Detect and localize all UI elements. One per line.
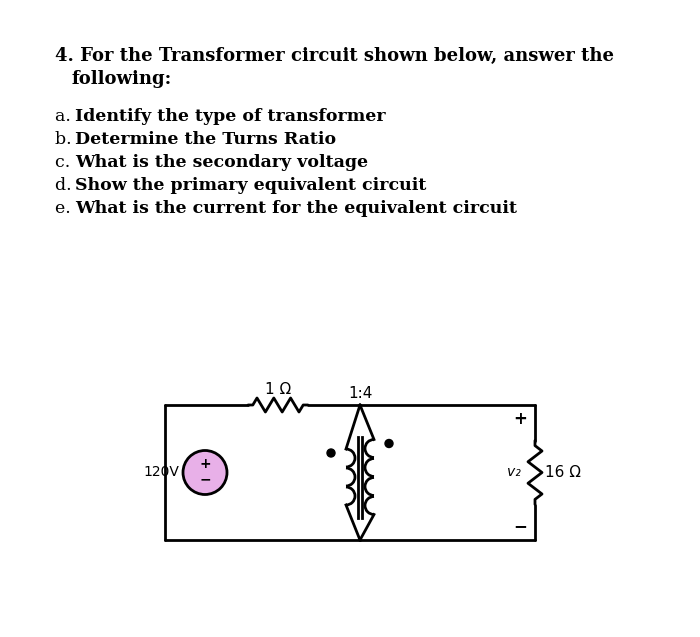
Text: 16 Ω: 16 Ω [545,465,581,480]
Text: a.: a. [55,108,76,125]
Text: c.: c. [55,154,76,171]
Circle shape [385,440,393,448]
Text: 4. For the Transformer circuit shown below, answer the: 4. For the Transformer circuit shown bel… [55,47,614,65]
Text: Show the primary equivalent circuit: Show the primary equivalent circuit [75,177,426,194]
Text: 1 Ω: 1 Ω [265,382,291,396]
Text: e.: e. [55,200,76,217]
Text: following:: following: [71,70,172,88]
Text: d.: d. [55,177,77,194]
Text: −: − [513,517,527,535]
Text: 120V: 120V [143,466,179,480]
Text: Determine the Turns Ratio: Determine the Turns Ratio [75,131,336,148]
Text: v₂: v₂ [507,466,521,480]
Text: Identify the type of transformer: Identify the type of transformer [75,108,386,125]
Circle shape [327,449,335,457]
Text: What is the secondary voltage: What is the secondary voltage [75,154,368,171]
Text: 1:4: 1:4 [348,385,372,401]
Circle shape [183,450,227,494]
Text: What is the current for the equivalent circuit: What is the current for the equivalent c… [75,200,517,217]
Text: b.: b. [55,131,77,148]
Text: +: + [199,457,211,471]
Text: −: − [199,473,211,487]
Text: +: + [513,410,527,428]
